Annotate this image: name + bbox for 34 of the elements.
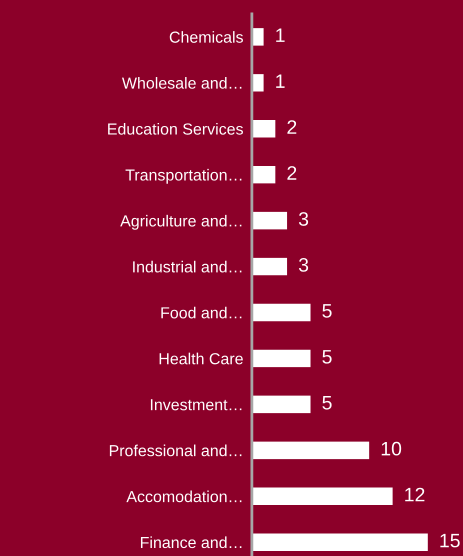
- data-label: 5: [322, 396, 332, 410]
- data-label: 12: [405, 488, 424, 502]
- y-tick-label: Transportation…: [126, 168, 242, 184]
- data-label: 3: [298, 212, 308, 226]
- data-label: 1: [276, 74, 285, 88]
- data-label: 10: [382, 442, 402, 456]
- y-tick-label: Agriculture and…: [120, 214, 242, 230]
- data-label: 2: [287, 166, 296, 180]
- y-tick-label: Education Services: [108, 122, 243, 135]
- y-tick-label: Health Care: [160, 352, 243, 364]
- bar: [252, 350, 311, 368]
- data-label: 2: [287, 120, 296, 134]
- y-tick-label: Chemicals: [170, 31, 243, 43]
- y-tick-label: Professional and…: [110, 444, 242, 456]
- y-tick-label: Accomodation…: [126, 490, 242, 502]
- data-label: 5: [322, 304, 332, 318]
- bar: [252, 304, 311, 322]
- y-tick-label: Investment…: [150, 399, 242, 410]
- bar: [252, 488, 393, 506]
- bar: [252, 396, 311, 414]
- data-label: 3: [298, 258, 308, 272]
- bar: [252, 533, 428, 551]
- bar: [252, 442, 370, 460]
- bar: [252, 166, 276, 184]
- data-label: 1: [276, 28, 285, 42]
- y-tick-label: Food and…: [161, 306, 242, 318]
- data-label: 15: [440, 534, 460, 548]
- data-label: 5: [322, 350, 332, 364]
- bar: [252, 258, 288, 276]
- bar: [252, 120, 276, 138]
- bar: [252, 212, 288, 230]
- y-tick-label: Industrial and…: [133, 260, 242, 273]
- y-tick-label: Wholesale and…: [122, 77, 242, 89]
- y-tick-label: Finance and…: [140, 536, 242, 548]
